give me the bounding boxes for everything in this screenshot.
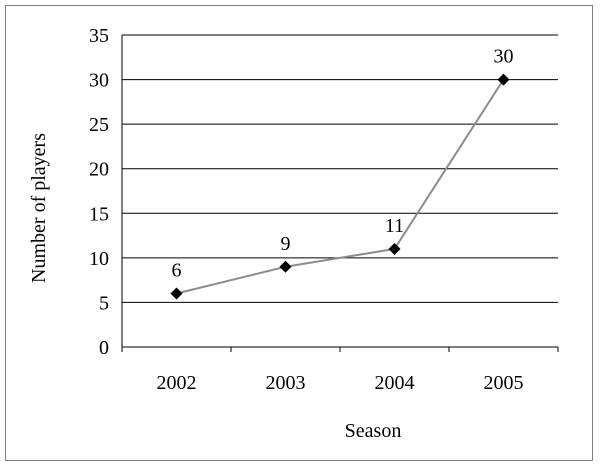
x-axis-title: Season: [345, 420, 402, 442]
data-point-marker: [388, 242, 401, 255]
y-tick-label: 5: [99, 292, 109, 314]
chart-frame: [5, 5, 593, 461]
y-tick-label: 10: [89, 248, 109, 270]
y-tick-label: 0: [99, 337, 109, 359]
series-line: [176, 79, 505, 295]
series-layer: [170, 73, 510, 300]
y-axis-title: Number of players: [28, 133, 50, 283]
label-layer: 6 9 11 30: [172, 46, 514, 282]
x-tick-label: 2002: [157, 372, 197, 394]
data-label: 9: [281, 233, 291, 255]
data-label: 6: [172, 260, 182, 282]
data-point-marker: [170, 287, 183, 300]
y-tick-label: 30: [89, 70, 109, 92]
x-tick-label: 2004: [375, 372, 415, 394]
data-point-marker: [279, 260, 292, 273]
x-tick-label: 2003: [266, 372, 306, 394]
data-label: 30: [494, 46, 514, 68]
y-tick-label: 20: [89, 159, 109, 181]
grid-layer: [122, 34, 558, 303]
y-tick-label: 35: [89, 25, 109, 47]
y-tick-label: 15: [89, 203, 109, 225]
x-tick-label: 2005: [484, 372, 524, 394]
data-label: 11: [385, 215, 404, 237]
y-tick-label: 25: [89, 114, 109, 136]
axis-layer: 0 5 10 15 20 25 30 35 2002 2003 2004 2005: [89, 25, 559, 394]
data-point-marker: [497, 73, 510, 86]
